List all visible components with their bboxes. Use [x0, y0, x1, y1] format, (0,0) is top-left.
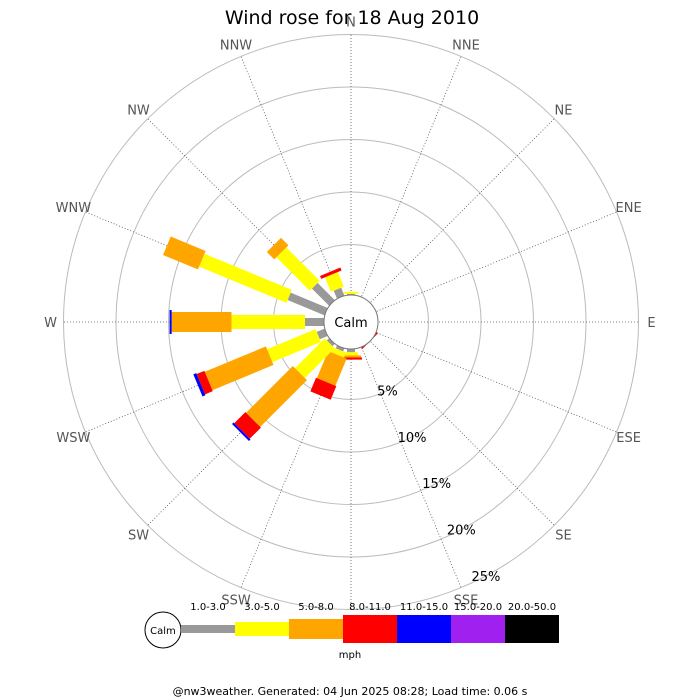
direction-label-nnw: NNW: [220, 38, 252, 53]
footer-text: @nw3weather. Generated: 04 Jun 2025 08:2…: [173, 685, 528, 698]
bar-sw-bin-4: [234, 412, 261, 439]
legend-swatch-2: [235, 622, 289, 636]
bar-nw-bin-3: [266, 237, 289, 260]
range-labels: 5% 10% 15% 20% 25%: [377, 384, 500, 584]
bar-nw-bin-2: [276, 247, 320, 291]
direction-label-ssw: SSW: [221, 594, 251, 609]
legend-label-5: 11.0-15.0: [400, 602, 448, 613]
bar-nnw-bin-2: [324, 271, 344, 292]
legend-swatch-3: [289, 619, 343, 639]
legend-label-6: 15.0-20.0: [454, 602, 502, 613]
range-label-20: 20%: [447, 523, 476, 538]
direction-label-wnw: WNW: [56, 201, 92, 216]
spoke-nne: [360, 56, 462, 300]
legend-label-3: 5.0-8.0: [298, 602, 333, 613]
bar-ssw-bin-3: [316, 350, 347, 386]
calm-circle: [323, 294, 379, 350]
bar-wnw-bin-1: [287, 292, 330, 317]
direction-label-n: N: [346, 16, 356, 31]
spoke-se: [368, 339, 555, 526]
direction-label-nw: NW: [127, 104, 150, 119]
calm-center: Calm: [323, 294, 379, 350]
legend-swatch-5: [397, 615, 451, 643]
legend-label-2: 3.0-5.0: [244, 602, 279, 613]
direction-labels: NNNENEENEEESESESSESSSWSWWSWWWNWNWNNW: [44, 16, 656, 632]
bar-sw-bin-5: [232, 422, 251, 441]
bar-wsw-bin-3: [204, 346, 274, 391]
range-label-10: 10%: [398, 431, 427, 446]
bar-ssw-bin-4: [310, 377, 337, 400]
range-ring-25: [63, 34, 639, 610]
legend-swatch-4: [343, 615, 397, 643]
legend-swatch-7: [505, 615, 559, 643]
bar-sw-bin-3: [246, 366, 307, 427]
range-ring-15: [168, 139, 534, 505]
legend-calm-label: Calm: [150, 626, 176, 637]
direction-label-ene: ENE: [616, 201, 642, 216]
range-label-15: 15%: [422, 477, 451, 492]
direction-label-sw: SW: [128, 528, 149, 543]
range-label-25: 25%: [472, 570, 501, 585]
bar-nnw-bin-4: [320, 267, 342, 279]
direction-label-ne: NE: [555, 104, 573, 119]
bar-wnw-bin-3: [163, 236, 206, 270]
bar-wsw-bin-4: [196, 370, 213, 395]
direction-label-w: W: [44, 316, 57, 331]
bar-sw-bin-2: [294, 338, 335, 379]
direction-label-wsw: WSW: [56, 431, 90, 446]
legend-label-1: 1.0-3.0: [190, 602, 225, 613]
spoke-ese: [373, 331, 617, 433]
bar-wsw-bin-2: [267, 329, 321, 363]
chart-title: Wind rose for 18 Aug 2010: [225, 7, 479, 29]
legend-swatch-6: [451, 615, 505, 643]
bar-wnw-bin-2: [199, 253, 292, 303]
range-label-5: 5%: [377, 384, 398, 399]
spoke-sse: [360, 344, 462, 588]
legend-items: 1.0-3.0 3.0-5.0 5.0-8.0 8.0-11.0 11.0-15.0 15…: [181, 602, 559, 643]
spoke-ene: [373, 211, 617, 313]
bar-ssw-bin-2: [330, 347, 346, 358]
legend-label-4: 8.0-11.0: [349, 602, 391, 613]
legend-label-7: 20.0-50.0: [508, 602, 556, 613]
legend-swatch-1: [181, 625, 235, 633]
direction-label-ese: ESE: [616, 431, 641, 446]
bar-wsw-bin-5: [193, 373, 206, 397]
direction-label-sse: SSE: [454, 594, 479, 609]
legend-unit-label: mph: [339, 650, 361, 661]
spoke-ne: [368, 118, 555, 305]
direction-label-e: E: [647, 316, 655, 331]
direction-label-se: SE: [555, 528, 571, 543]
direction-label-nne: NNE: [452, 38, 480, 53]
speed-legend: Calm 1.0-3.0 3.0-5.0 5.0-8.0 8.0-11.0 11.0-1…: [144, 602, 559, 661]
bar-nw-bin-1: [311, 282, 337, 308]
calm-label: Calm: [334, 316, 367, 331]
